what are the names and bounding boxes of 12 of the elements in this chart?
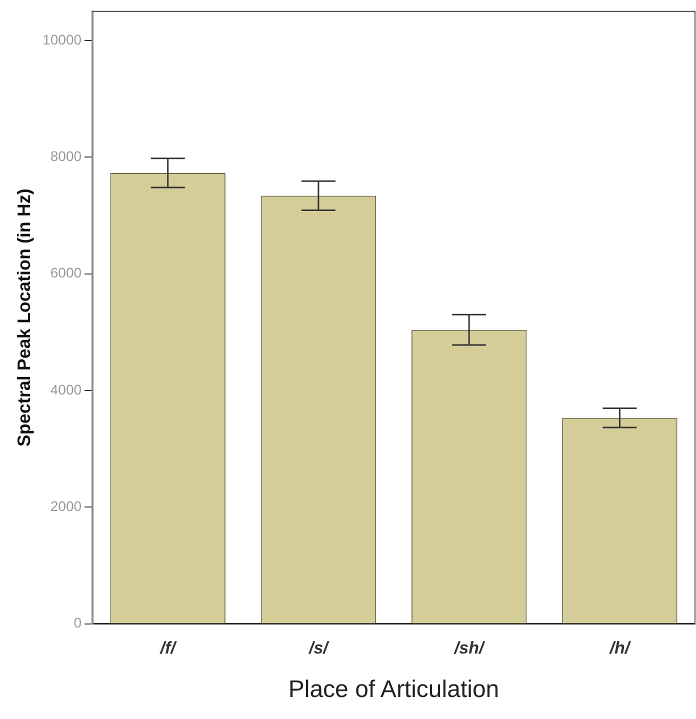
y-tick-label: 10000 <box>42 31 82 48</box>
x-tick-label: /h/ <box>608 638 632 658</box>
x-tick-label: /f/ <box>159 638 178 658</box>
x-tick-label: /s/ <box>308 638 330 658</box>
x-tick-label: /sh/ <box>453 638 486 658</box>
y-tick-label: 4000 <box>50 381 82 398</box>
y-tick-label: 6000 <box>50 264 82 281</box>
y-tick-label: 8000 <box>50 148 82 164</box>
y-tick-label: 2000 <box>50 498 82 514</box>
y-tick-label: 0 <box>74 614 82 631</box>
x-axis-title: Place of Articulation <box>288 676 500 704</box>
y-axis-title: Spectral Peak Location (in Hz) <box>14 188 34 447</box>
